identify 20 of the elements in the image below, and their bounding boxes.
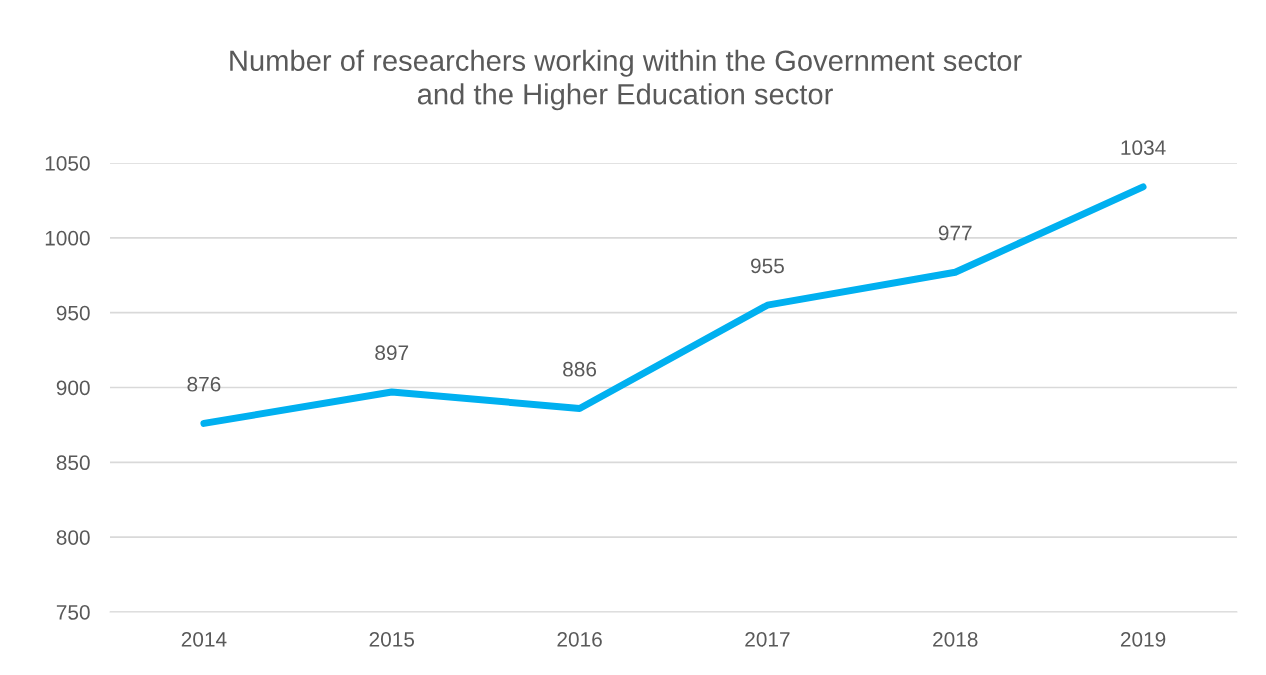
- x-tick-label: 2019: [1120, 631, 1166, 647]
- y-tick-label: 900: [56, 380, 90, 396]
- x-tick-label: 2017: [745, 631, 790, 647]
- x-tick-label: 2018: [933, 631, 978, 647]
- chart-title: Number of researchers working within the Government sector and the Higher Education sector: [230, 49, 1022, 111]
- y-tick-label: 950: [56, 305, 90, 321]
- data-label: 876: [187, 376, 221, 392]
- x-tick-label: 2016: [557, 631, 602, 647]
- data-label: 1034: [1121, 140, 1166, 156]
- data-label: 977: [938, 225, 972, 241]
- data-label: 886: [563, 361, 597, 377]
- x-tick-label: 2014: [181, 631, 227, 647]
- data-label: 897: [375, 345, 409, 361]
- y-tick-label: 800: [56, 530, 90, 545]
- y-tick-label: 1000: [45, 230, 90, 246]
- y-tick-label: 850: [56, 455, 90, 471]
- x-tick-label: 2015: [369, 631, 415, 647]
- y-tick-label: 1050: [45, 156, 90, 171]
- data-label: 955: [751, 258, 784, 274]
- y-tick-label: 750: [56, 605, 90, 620]
